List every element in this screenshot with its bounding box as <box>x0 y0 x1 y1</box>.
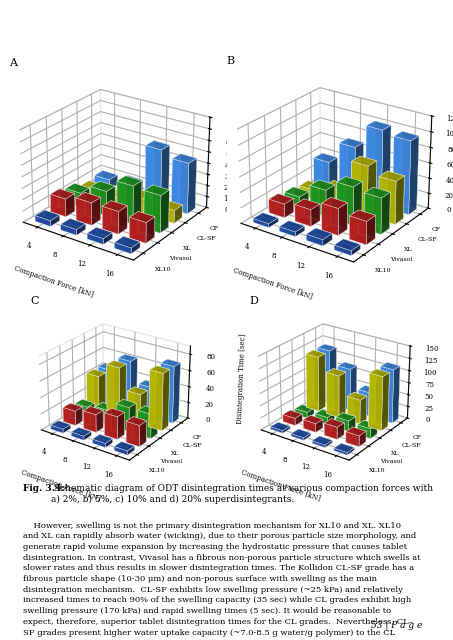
Text: C: C <box>30 296 39 307</box>
Text: Schematic diagram of ODT disintegration times at various compaction forces with
: Schematic diagram of ODT disintegration … <box>51 484 433 504</box>
Text: D: D <box>250 296 259 307</box>
X-axis label: Compaction Force [kN]: Compaction Force [kN] <box>232 266 313 301</box>
Text: However, swelling is not the primary disintegration mechanism for XL10 and XL. X: However, swelling is not the primary dis… <box>23 522 420 637</box>
Text: B: B <box>226 56 235 65</box>
X-axis label: Compaction Force [kN]: Compaction Force [kN] <box>240 468 321 503</box>
Text: 53 | P a g e: 53 | P a g e <box>371 621 423 630</box>
X-axis label: Compaction Force [kN]: Compaction Force [kN] <box>13 265 94 300</box>
X-axis label: Compaction Force [kN]: Compaction Force [kN] <box>20 468 101 503</box>
Text: Fig. 3.4:: Fig. 3.4: <box>23 484 64 493</box>
Text: A: A <box>9 58 17 68</box>
